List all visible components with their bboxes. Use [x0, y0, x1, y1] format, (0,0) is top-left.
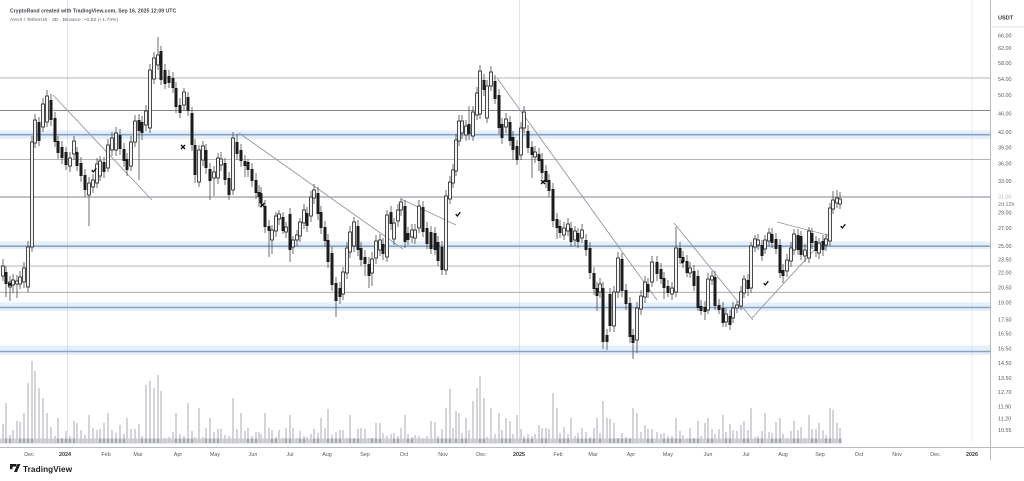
svg-text:Dec: Dec: [24, 452, 34, 458]
svg-text:2d 12h: 2d 12h: [998, 202, 1015, 208]
svg-text:39.00: 39.00: [998, 145, 1012, 151]
svg-text:25.00: 25.00: [998, 244, 1012, 250]
svg-text:66.00: 66.00: [998, 33, 1012, 39]
svg-text:Apr: Apr: [627, 452, 636, 458]
svg-text:17.50: 17.50: [998, 317, 1012, 323]
svg-text:50.00: 50.00: [998, 93, 1012, 99]
svg-text:16.50: 16.50: [998, 331, 1012, 337]
svg-text:AVAX / TetherUS · 3D · Binance: AVAX / TetherUS · 3D · Binance +0.52 (+1…: [10, 17, 118, 23]
svg-text:Dec: Dec: [930, 452, 940, 458]
svg-text:19.00: 19.00: [998, 300, 1012, 306]
svg-text:2025: 2025: [513, 452, 525, 458]
svg-text:29.00: 29.00: [998, 210, 1012, 216]
svg-text:23.50: 23.50: [998, 257, 1012, 263]
svg-text:15.50: 15.50: [998, 347, 1012, 353]
svg-text:TradingView: TradingView: [23, 465, 73, 474]
svg-text:Jul: Jul: [287, 452, 294, 458]
svg-text:Apr: Apr: [174, 452, 183, 458]
svg-text:Jun: Jun: [704, 452, 713, 458]
svg-text:58.00: 58.00: [998, 61, 1012, 67]
svg-text:54.00: 54.00: [998, 77, 1012, 83]
svg-text:13.50: 13.50: [998, 376, 1012, 382]
svg-text:10.55: 10.55: [998, 428, 1012, 434]
svg-text:Sep: Sep: [815, 452, 825, 458]
svg-text:62.00: 62.00: [998, 46, 1012, 52]
svg-text:46.00: 46.00: [998, 112, 1012, 118]
svg-text:Sep: Sep: [360, 452, 370, 458]
svg-text:20.50: 20.50: [998, 286, 1012, 292]
svg-text:May: May: [663, 452, 673, 458]
svg-text:Jul: Jul: [743, 452, 750, 458]
svg-text:Nov: Nov: [438, 452, 448, 458]
svg-text:27.00: 27.00: [998, 226, 1012, 232]
svg-text:42.00: 42.00: [998, 130, 1012, 136]
svg-text:33.00: 33.00: [998, 179, 1012, 185]
svg-text:11.90: 11.90: [998, 404, 1011, 410]
svg-text:Jun: Jun: [249, 452, 258, 458]
svg-text:2026: 2026: [966, 452, 978, 458]
svg-text:14.50: 14.50: [998, 361, 1012, 367]
svg-text:Aug: Aug: [322, 452, 332, 458]
svg-text:CryptoRand created with Tradin: CryptoRand created with TradingView.com,…: [10, 9, 176, 15]
svg-text:Oct: Oct: [855, 452, 864, 458]
svg-text:May: May: [210, 452, 220, 458]
svg-text:Oct: Oct: [400, 452, 409, 458]
svg-text:Mar: Mar: [133, 452, 142, 458]
svg-text:Feb: Feb: [553, 452, 562, 458]
svg-text:Mar: Mar: [588, 452, 597, 458]
svg-text:12.70: 12.70: [998, 390, 1012, 396]
svg-text:36.00: 36.00: [998, 161, 1012, 167]
svg-text:11.20: 11.20: [998, 416, 1011, 422]
svg-text:Dec: Dec: [476, 452, 486, 458]
svg-text:USDT: USDT: [998, 16, 1014, 22]
svg-text:31.00: 31.00: [998, 194, 1012, 200]
svg-text:22.00: 22.00: [998, 271, 1012, 277]
svg-text:2024: 2024: [59, 452, 71, 458]
svg-text:Aug: Aug: [778, 452, 788, 458]
svg-text:Nov: Nov: [892, 452, 902, 458]
svg-text:Feb: Feb: [101, 452, 110, 458]
